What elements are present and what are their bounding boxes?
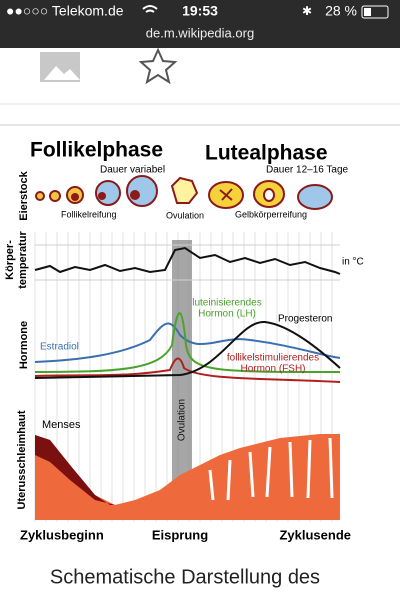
star-icon[interactable] <box>138 47 178 85</box>
carrier: ●●○○○ Telekom.de <box>6 3 124 19</box>
phase-duration: Dauer 12–16 Tage <box>266 165 349 176</box>
progesterone-curve <box>34 320 341 379</box>
hormone-label: follikelstimulierendes <box>227 353 319 364</box>
hormone-label: Progesteron <box>278 314 332 325</box>
fsh-curve <box>34 357 341 383</box>
x-label: Zyklusbeginn <box>20 527 104 542</box>
wifi-icon <box>142 5 158 13</box>
estradiol-curve <box>34 322 341 363</box>
hormone-label: Hormon (FSH) <box>240 364 305 375</box>
ovary-label: Follikelreifung <box>61 209 117 219</box>
clock: 19:53 <box>182 3 218 19</box>
row-label: Eierstock <box>18 170 30 220</box>
battery-level: 28 % <box>325 3 357 19</box>
row-label: Hormone <box>18 321 30 369</box>
row-label: Uterusschleimhaut <box>16 410 28 509</box>
temperature-curve <box>34 246 341 275</box>
top-bar <box>0 0 400 48</box>
hormone-label: luteinisierendes <box>192 298 262 309</box>
uterus-lining <box>35 434 340 520</box>
phase-title: Follikelphase <box>30 139 163 162</box>
hormone-label: Hormon (LH) <box>198 309 256 320</box>
ovulation-band <box>172 240 192 512</box>
caption: Schematische Darstellung des <box>50 566 320 588</box>
battery-fill <box>364 8 371 16</box>
hormone-label: Estradiol <box>40 342 79 353</box>
menses-label: Menses <box>42 419 81 431</box>
x-label: Eisprung <box>152 527 208 542</box>
row-label: Körper- <box>4 240 16 280</box>
uterus-glands <box>208 437 334 501</box>
row-label: temperatur <box>17 231 29 289</box>
lh-curve <box>34 312 341 373</box>
temperature-unit: in °C <box>342 257 364 268</box>
bluetooth-icon: ✱ <box>302 4 312 18</box>
menses <box>35 435 115 505</box>
phase-duration: Dauer variabel <box>100 165 165 176</box>
battery-icon <box>361 5 389 19</box>
ovulation-label: Ovulation <box>177 399 188 441</box>
url[interactable]: de.m.wikipedia.org <box>146 25 254 40</box>
ovary-label: Ovulation <box>166 210 204 220</box>
follicles <box>35 175 333 210</box>
image-icon-mountain <box>44 66 80 80</box>
x-label: Zyklusende <box>279 527 351 542</box>
phase-title: Lutealphase <box>205 142 328 165</box>
ovary-label: Gelbkörperreifung <box>235 209 307 219</box>
